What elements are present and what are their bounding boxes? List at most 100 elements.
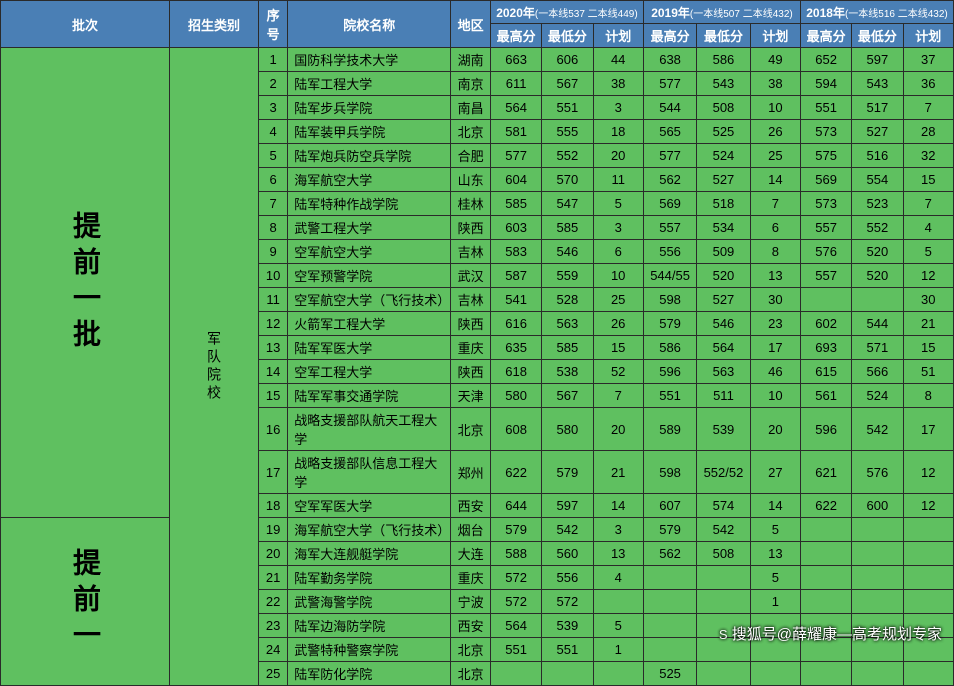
y20-plan: 1	[593, 638, 643, 662]
y19-min: 586	[697, 48, 750, 72]
y20-max: 603	[491, 216, 542, 240]
y18-plan: 4	[903, 216, 953, 240]
y20-plan: 3	[593, 216, 643, 240]
seq-cell: 13	[259, 336, 288, 360]
y19-plan: 23	[750, 312, 800, 336]
y20-max: 616	[491, 312, 542, 336]
y18-min	[852, 614, 903, 638]
y19-max	[643, 590, 696, 614]
table-row: 提前一批军队院校1国防科学技术大学湖南663606446385864965259…	[1, 48, 954, 72]
name-cell: 空军航空大学（飞行技术）	[288, 288, 451, 312]
seq-cell: 16	[259, 408, 288, 451]
seq-cell: 14	[259, 360, 288, 384]
name-cell: 海军航空大学	[288, 168, 451, 192]
region-cell: 山东	[451, 168, 491, 192]
y20-max: 581	[491, 120, 542, 144]
y19-plan: 10	[750, 384, 800, 408]
y20-min: 528	[542, 288, 593, 312]
y20-min: 567	[542, 72, 593, 96]
y19-max: 551	[643, 384, 696, 408]
y19-plan: 5	[750, 518, 800, 542]
y19-plan	[750, 614, 800, 638]
y19-min: 508	[697, 542, 750, 566]
region-cell: 宁波	[451, 590, 491, 614]
col-batch: 批次	[1, 1, 170, 48]
y19-plan: 20	[750, 408, 800, 451]
y18-plan: 8	[903, 384, 953, 408]
y20-max: 622	[491, 451, 542, 494]
region-cell: 北京	[451, 638, 491, 662]
y18-max: 576	[801, 240, 852, 264]
y20-min: 546	[542, 240, 593, 264]
name-cell: 武警海警学院	[288, 590, 451, 614]
col-region: 地区	[451, 1, 491, 48]
seq-cell: 4	[259, 120, 288, 144]
y18-plan: 51	[903, 360, 953, 384]
name-cell: 陆军装甲兵学院	[288, 120, 451, 144]
y19-plan: 8	[750, 240, 800, 264]
y20-plan: 52	[593, 360, 643, 384]
seq-cell: 2	[259, 72, 288, 96]
y20-min: 567	[542, 384, 593, 408]
region-cell: 西安	[451, 494, 491, 518]
y20-plan: 11	[593, 168, 643, 192]
y18-min	[852, 590, 903, 614]
seq-cell: 18	[259, 494, 288, 518]
y18-plan: 7	[903, 192, 953, 216]
region-cell: 合肥	[451, 144, 491, 168]
y19-min	[697, 590, 750, 614]
y19-max: 579	[643, 518, 696, 542]
y20-plan: 13	[593, 542, 643, 566]
y18-max	[801, 288, 852, 312]
y20-plan: 4	[593, 566, 643, 590]
y19-max: 598	[643, 288, 696, 312]
name-cell: 战略支援部队航天工程大学	[288, 408, 451, 451]
table-row: 提前一19海军航空大学（飞行技术）烟台57954235795425	[1, 518, 954, 542]
seq-cell: 20	[259, 542, 288, 566]
y20-plan: 25	[593, 288, 643, 312]
y19-plan: 13	[750, 264, 800, 288]
y20-min: 563	[542, 312, 593, 336]
y20-min: 551	[542, 638, 593, 662]
name-cell: 陆军军医大学	[288, 336, 451, 360]
y18-plan	[903, 614, 953, 638]
y18-min	[852, 662, 903, 686]
y19-plan: 14	[750, 494, 800, 518]
y18-max: 557	[801, 264, 852, 288]
y19-max: 596	[643, 360, 696, 384]
seq-cell: 10	[259, 264, 288, 288]
y20-min: 539	[542, 614, 593, 638]
y18-min: 571	[852, 336, 903, 360]
y18-min: 552	[852, 216, 903, 240]
y20-max: 618	[491, 360, 542, 384]
year-2019: 2019年(一本线507 二本线432)	[643, 1, 800, 24]
y18-plan: 32	[903, 144, 953, 168]
y20-max: 541	[491, 288, 542, 312]
y18-max	[801, 638, 852, 662]
y18-max: 622	[801, 494, 852, 518]
year-2018: 2018年(一本线516 二本线432)	[801, 1, 954, 24]
y20-max: 588	[491, 542, 542, 566]
y19-max: 569	[643, 192, 696, 216]
region-cell: 南京	[451, 72, 491, 96]
name-cell: 海军大连舰艇学院	[288, 542, 451, 566]
y20-max: 577	[491, 144, 542, 168]
name-cell: 陆军特种作战学院	[288, 192, 451, 216]
y19-max: 577	[643, 72, 696, 96]
y19-plan: 17	[750, 336, 800, 360]
seq-cell: 12	[259, 312, 288, 336]
y19-plan: 10	[750, 96, 800, 120]
y19-min: 525	[697, 120, 750, 144]
region-cell: 武汉	[451, 264, 491, 288]
y19-min: 511	[697, 384, 750, 408]
region-cell: 吉林	[451, 240, 491, 264]
y20-max: 635	[491, 336, 542, 360]
y19-plan: 30	[750, 288, 800, 312]
y18-max: 551	[801, 96, 852, 120]
y20-min: 606	[542, 48, 593, 72]
y18-plan: 15	[903, 336, 953, 360]
region-cell: 陕西	[451, 312, 491, 336]
col-school: 院校名称	[288, 1, 451, 48]
y19-min: 542	[697, 518, 750, 542]
y19-max: 562	[643, 168, 696, 192]
